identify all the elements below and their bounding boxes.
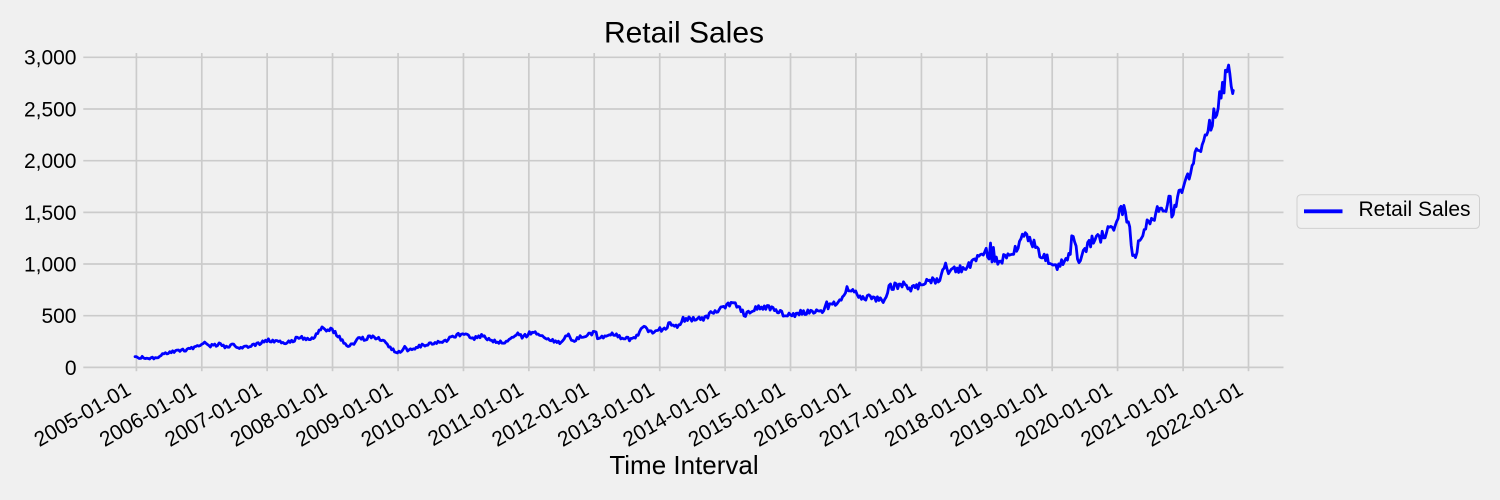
svg-text:2,000: 2,000 [24, 150, 77, 173]
svg-text:Time Interval: Time Interval [609, 450, 758, 480]
svg-text:1,000: 1,000 [24, 253, 77, 276]
svg-text:2,500: 2,500 [24, 98, 77, 121]
svg-text:Retail Sales: Retail Sales [1359, 198, 1471, 221]
svg-text:0: 0 [65, 357, 77, 380]
svg-text:Retail Sales: Retail Sales [604, 17, 764, 50]
svg-text:3,000: 3,000 [24, 47, 77, 70]
svg-text:1,500: 1,500 [24, 202, 77, 225]
svg-text:500: 500 [41, 305, 76, 328]
